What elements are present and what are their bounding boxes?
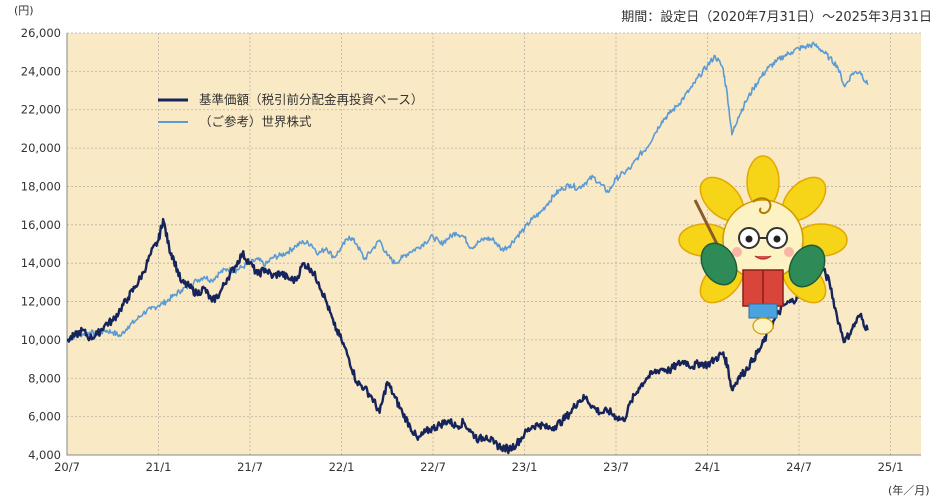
x-tick-label: 24/1 <box>695 460 721 474</box>
period-label: 期間：設定日（2020年7月31日）～2025年3月31日 <box>621 10 932 25</box>
x-tick-label: 25/1 <box>878 460 904 474</box>
y-tick-label: 26,000 <box>21 26 61 40</box>
x-tick-label: 23/7 <box>603 460 629 474</box>
x-tick-label: 24/7 <box>786 460 812 474</box>
y-axis: 4,000 6,000 8,000 10,000 12,000 14,000 16,000 1… <box>21 26 61 462</box>
series-line-world-equity <box>66 41 869 342</box>
x-tick-label: 22/1 <box>329 460 355 474</box>
gridlines <box>66 32 921 456</box>
y-tick-label: 16,000 <box>21 218 61 232</box>
x-axis: 20/7 21/1 21/7 22/1 22/7 23/1 23/7 24/1 24/7 25/1 <box>54 460 903 474</box>
x-axis-unit: (年／月) <box>888 483 930 497</box>
y-tick-label: 24,000 <box>21 64 61 78</box>
series-lines <box>66 41 869 455</box>
axis-lines <box>66 33 921 456</box>
y-axis-unit: (円) <box>14 4 34 17</box>
legend-item-world-equity: （ご参考）世界株式 <box>199 114 312 129</box>
y-tick-label: 20,000 <box>21 141 61 155</box>
legend-item-fund: 基準価額（税引前分配金再投資ベース） <box>199 92 423 107</box>
legend: 基準価額（税引前分配金再投資ベース） （ご参考）世界株式 <box>158 92 423 129</box>
y-tick-label: 14,000 <box>21 256 61 270</box>
y-tick-label: 10,000 <box>21 333 61 347</box>
x-tick-label: 21/7 <box>237 460 263 474</box>
sunflower-mascot-icon <box>678 155 848 335</box>
y-tick-label: 8,000 <box>28 371 61 385</box>
x-tick-label: 23/1 <box>512 460 538 474</box>
x-tick-label: 21/1 <box>146 460 172 474</box>
y-tick-label: 22,000 <box>21 103 61 117</box>
series-line-fund <box>66 217 869 455</box>
x-tick-label: 20/7 <box>54 460 80 474</box>
y-tick-label: 6,000 <box>28 410 61 424</box>
y-tick-label: 18,000 <box>21 179 61 193</box>
y-tick-label: 12,000 <box>21 295 61 309</box>
x-tick-label: 22/7 <box>420 460 446 474</box>
y-tick-label: 4,000 <box>28 448 61 462</box>
